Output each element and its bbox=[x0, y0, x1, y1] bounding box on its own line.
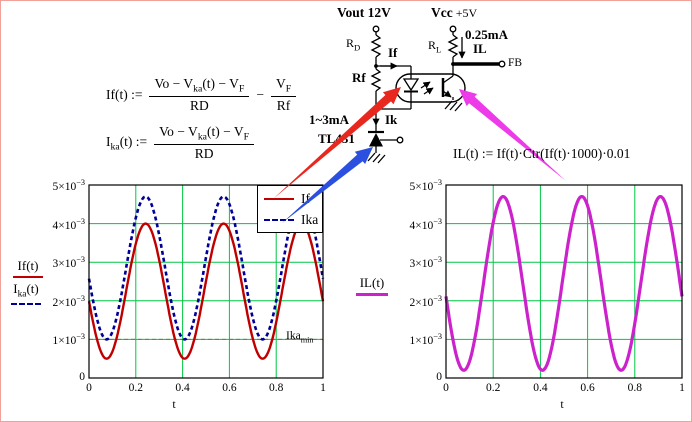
x-tick-label: 0.4 bbox=[533, 382, 548, 394]
legend-swatch bbox=[264, 197, 294, 200]
x-tick-label: 1 bbox=[320, 382, 326, 394]
led-symbol bbox=[402, 78, 420, 92]
x-tick-label: 0.6 bbox=[222, 382, 237, 394]
y-tick-label: 3×10−3 bbox=[52, 255, 85, 271]
if-label: If bbox=[388, 45, 398, 60]
vcc-name: Vcc bbox=[431, 5, 453, 20]
if-formula-denominator1: RD bbox=[190, 97, 209, 113]
y-tick-label: 1×10−3 bbox=[409, 332, 442, 348]
fraction: Vo − Vka(t) − VF RD bbox=[154, 124, 255, 162]
rf-resistor bbox=[370, 68, 382, 92]
fraction: Vo − Vka(t) − VF RD bbox=[149, 76, 250, 114]
phototransistor-collector bbox=[442, 75, 454, 84]
ika-trace-arrow bbox=[282, 147, 373, 223]
trace-label: If(t) bbox=[5, 258, 51, 279]
ika-formula-denominator: RD bbox=[194, 145, 214, 161]
x-axis-title: t bbox=[560, 397, 564, 411]
vout-label: Vout 12V bbox=[337, 5, 391, 20]
tl431-symbol bbox=[369, 133, 383, 147]
trace-label: IL(t) bbox=[349, 275, 395, 297]
legend-label: Ika bbox=[301, 211, 319, 227]
if-formula-denominator2: Rf bbox=[276, 97, 291, 113]
plot-legend: If Ika bbox=[257, 185, 323, 233]
fb-label: FB bbox=[508, 57, 523, 69]
x-tick-label: 1 bbox=[679, 382, 685, 394]
y-tick-label: 5×10−3 bbox=[409, 178, 442, 193]
light-arrows-icon bbox=[420, 81, 434, 95]
ika-formula-lhs: Ika(t) := bbox=[106, 133, 148, 153]
rf-label: Rf bbox=[352, 70, 366, 85]
rl-label: RL bbox=[428, 38, 442, 55]
legend-entry: Ika bbox=[261, 209, 319, 230]
legend-entry: If bbox=[261, 188, 319, 209]
if-formula-numerator2: VF bbox=[270, 76, 297, 97]
junction-dot bbox=[451, 62, 455, 66]
plot-frame bbox=[88, 184, 324, 379]
trace-line bbox=[356, 293, 388, 297]
series-if bbox=[87, 222, 325, 360]
if-formula[interactable]: If(t) := Vo − Vka(t) − VF RD − VF Rf bbox=[106, 76, 297, 114]
y-tick-label: 2×10−3 bbox=[52, 293, 85, 309]
x-tick-label: 0.2 bbox=[128, 382, 143, 394]
y-tick-label: 5×10−3 bbox=[52, 178, 85, 193]
x-tick-label: 0.8 bbox=[269, 382, 284, 394]
il-formula[interactable]: IL(t) := If(t)·Ctr(If(t)·1000)·0.01 bbox=[453, 146, 630, 162]
rd-label: RD bbox=[346, 36, 361, 53]
il-formula-text: IL(t) := If(t)·Ctr(If(t)·1000)·0.01 bbox=[453, 146, 631, 161]
trace-line bbox=[11, 302, 41, 305]
x-tick-label: 0.2 bbox=[486, 382, 501, 394]
y-tick-label: 1×10−3 bbox=[52, 332, 85, 348]
junction-dot bbox=[374, 64, 378, 68]
y-tick-label: 2×10−3 bbox=[409, 293, 442, 309]
vcc-voltage: +5V bbox=[455, 6, 478, 20]
y-tick-label: 0 bbox=[79, 371, 85, 383]
series-il bbox=[444, 195, 684, 372]
if-trace-arrow bbox=[273, 87, 401, 199]
series-ika bbox=[87, 195, 325, 341]
il-label: IL bbox=[473, 41, 487, 56]
tl431-ref-terminal bbox=[396, 136, 404, 144]
x-axis-title: t bbox=[172, 397, 176, 411]
ik-range-label: 1~3mA bbox=[309, 112, 349, 127]
y-tick-label: 3×10−3 bbox=[409, 255, 442, 271]
trace-label: Ika(t) bbox=[1, 281, 51, 305]
plot-frame bbox=[445, 184, 683, 379]
ik-label: Ik bbox=[385, 112, 398, 127]
rl-resistor bbox=[447, 34, 459, 58]
vcc-label: Vcc +5V bbox=[431, 5, 477, 21]
x-tick-label: 0 bbox=[86, 382, 92, 394]
ika-formula-numerator: Vo − Vka(t) − VF bbox=[154, 124, 255, 145]
fb-terminal bbox=[498, 60, 506, 68]
ika-formula[interactable]: Ika(t) := Vo − Vka(t) − VF RD bbox=[106, 124, 255, 162]
trace-line bbox=[13, 276, 43, 279]
legend-label: If bbox=[301, 190, 310, 206]
x-tick-label: 0.8 bbox=[627, 382, 642, 394]
y-tick-label: 0 bbox=[436, 371, 442, 383]
ground-symbol bbox=[444, 100, 463, 112]
rd-resistor bbox=[370, 34, 382, 58]
if-formula-numerator1: Vo − Vka(t) − VF bbox=[149, 76, 250, 97]
y-tick-label: 4×10−3 bbox=[52, 216, 85, 232]
x-tick-label: 0 bbox=[443, 382, 449, 394]
y-tick-label: 4×10−3 bbox=[409, 216, 442, 232]
x-tick-label: 0.6 bbox=[580, 382, 595, 394]
minus-operator: − bbox=[256, 86, 264, 102]
x-tick-label: 0.4 bbox=[175, 382, 190, 394]
optocoupler-body bbox=[395, 73, 466, 103]
bias-current-label: 0.25mA bbox=[465, 27, 508, 42]
ground-symbol bbox=[367, 152, 386, 164]
fraction: VF Rf bbox=[270, 76, 297, 114]
il-trace-arrow bbox=[459, 89, 566, 181]
if-formula-lhs: If(t) := bbox=[106, 86, 143, 102]
marker-label: Ikamin bbox=[286, 330, 314, 345]
phototransistor-emitter bbox=[442, 90, 452, 98]
legend-swatch bbox=[264, 218, 294, 221]
